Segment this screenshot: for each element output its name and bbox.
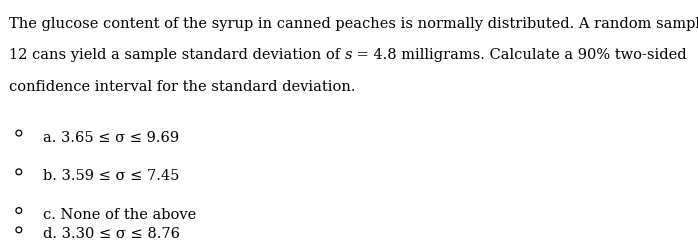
Text: b. 3.59 ≤ σ ≤ 7.45: b. 3.59 ≤ σ ≤ 7.45 [43, 169, 179, 183]
Text: s: s [345, 48, 352, 62]
Text: d. 3.30 ≤ σ ≤ 8.76: d. 3.30 ≤ σ ≤ 8.76 [43, 227, 180, 242]
Text: = 4.8 milligrams. Calculate a 90% two-sided: = 4.8 milligrams. Calculate a 90% two-si… [352, 48, 687, 62]
Text: The glucose content of the syrup in canned peaches is normally distributed. A ra: The glucose content of the syrup in cann… [9, 17, 698, 31]
Text: a. 3.65 ≤ σ ≤ 9.69: a. 3.65 ≤ σ ≤ 9.69 [43, 131, 179, 145]
Text: confidence interval for the standard deviation.: confidence interval for the standard dev… [9, 80, 355, 94]
Text: 12 cans yield a sample standard deviation of: 12 cans yield a sample standard deviatio… [9, 48, 345, 62]
Text: c. None of the above: c. None of the above [43, 208, 197, 222]
